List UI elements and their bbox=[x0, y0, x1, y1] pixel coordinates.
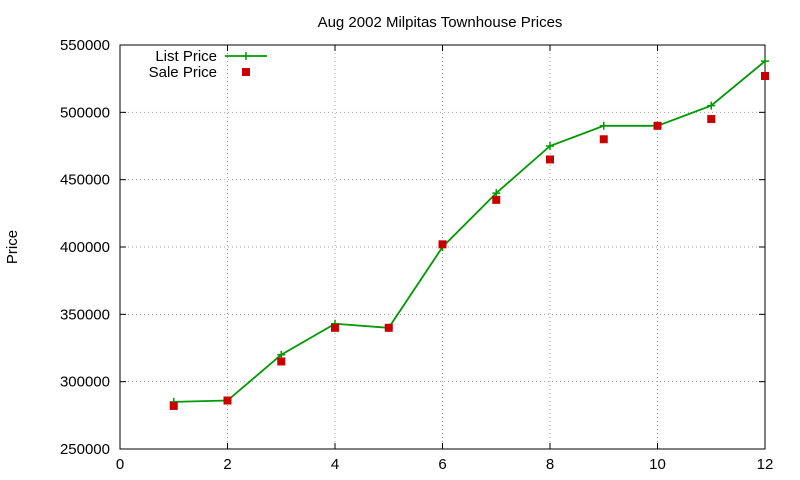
list-price-point bbox=[761, 57, 769, 66]
y-tick-label: 450000 bbox=[60, 172, 110, 189]
x-tick-label: 4 bbox=[331, 456, 339, 473]
list-price-point bbox=[242, 52, 250, 60]
sale-price-point bbox=[492, 195, 501, 204]
axis-ticks: 0 2 4 6 8 10 12 250000 300000 350000 400000 450000 5… bbox=[60, 37, 773, 473]
sale-price-point bbox=[761, 71, 769, 80]
list-price-point bbox=[492, 189, 501, 198]
sale-price-point bbox=[546, 155, 554, 164]
chart-title: Aug 2002 Milpitas Townhouse Prices bbox=[318, 14, 563, 31]
series-layer bbox=[169, 57, 769, 410]
list-price-point bbox=[277, 350, 286, 359]
y-tick-label: 250000 bbox=[60, 441, 110, 458]
sale-price-point bbox=[277, 357, 286, 366]
sale-price-point bbox=[223, 396, 232, 405]
sale-price-point bbox=[331, 323, 339, 332]
legend-label: Sale Price bbox=[149, 64, 217, 81]
y-axis-label: Price bbox=[4, 230, 21, 264]
x-tick-label: 12 bbox=[757, 456, 774, 473]
list-price-point bbox=[546, 142, 554, 150]
list-price-point bbox=[707, 101, 716, 110]
x-tick-label: 2 bbox=[223, 456, 231, 473]
legend-label: List Price bbox=[155, 48, 217, 65]
sale-price-point bbox=[599, 135, 608, 144]
y-tick-label: 400000 bbox=[60, 239, 110, 256]
x-tick-label: 0 bbox=[116, 456, 124, 473]
sale-price-point bbox=[242, 68, 250, 76]
sale-price-point bbox=[384, 323, 393, 332]
x-tick-label: 8 bbox=[546, 456, 554, 473]
y-tick-label: 350000 bbox=[60, 306, 110, 323]
sale-price-point bbox=[707, 115, 716, 124]
list-price-point bbox=[599, 121, 608, 130]
y-tick-label: 500000 bbox=[60, 104, 110, 121]
list-price-line bbox=[173, 60, 766, 403]
y-tick-label: 300000 bbox=[60, 374, 110, 391]
grid-lines bbox=[120, 45, 765, 449]
sale-price-point bbox=[653, 121, 662, 130]
x-tick-label: 10 bbox=[649, 456, 666, 473]
sale-price-point bbox=[438, 240, 447, 249]
y-tick-label: 550000 bbox=[60, 37, 110, 54]
x-tick-label: 6 bbox=[438, 456, 446, 473]
sale-price-point bbox=[169, 401, 178, 410]
